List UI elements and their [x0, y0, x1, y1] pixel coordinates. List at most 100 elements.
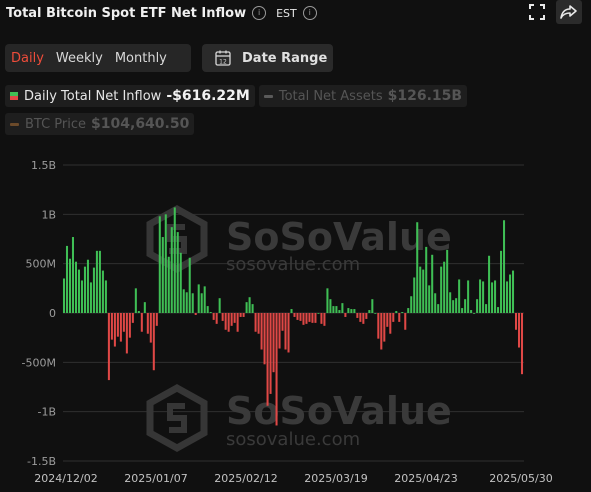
bar[interactable] [404, 313, 407, 330]
bar[interactable] [122, 313, 125, 332]
bar[interactable] [125, 313, 128, 354]
bar[interactable] [350, 309, 353, 313]
bar[interactable] [257, 313, 260, 334]
bar[interactable] [110, 313, 113, 340]
bar[interactable] [383, 313, 386, 342]
bar[interactable] [344, 313, 347, 317]
bar[interactable] [269, 313, 272, 394]
bar[interactable] [296, 313, 299, 320]
bar[interactable] [104, 280, 107, 313]
bar[interactable] [179, 252, 182, 313]
bar[interactable] [431, 254, 434, 313]
bar[interactable] [143, 302, 146, 313]
bar[interactable] [335, 306, 338, 313]
bar[interactable] [158, 216, 161, 313]
bar[interactable] [356, 313, 359, 318]
bar[interactable] [191, 293, 194, 313]
bar[interactable] [293, 313, 296, 317]
bar[interactable] [107, 313, 110, 381]
bar[interactable] [212, 313, 215, 320]
bar[interactable] [479, 279, 482, 313]
bar[interactable] [95, 250, 98, 313]
bar[interactable] [68, 258, 72, 313]
bar[interactable] [224, 313, 227, 330]
bar[interactable] [491, 282, 494, 313]
bar[interactable] [299, 313, 302, 321]
bar[interactable] [467, 280, 470, 313]
bar[interactable] [326, 288, 329, 313]
bar[interactable] [131, 313, 134, 323]
bar[interactable] [338, 310, 341, 313]
bar[interactable] [302, 313, 305, 325]
bar[interactable] [239, 313, 242, 317]
bar[interactable] [365, 313, 368, 319]
bar[interactable] [80, 280, 83, 313]
bar[interactable] [517, 313, 521, 348]
bar[interactable] [437, 304, 440, 313]
bar[interactable] [503, 220, 506, 313]
bar[interactable] [284, 313, 287, 350]
bar[interactable] [389, 313, 392, 334]
bar[interactable] [188, 257, 191, 313]
bar[interactable] [248, 297, 251, 313]
bar[interactable] [398, 313, 401, 322]
bar[interactable] [218, 298, 221, 313]
bar[interactable] [86, 259, 89, 313]
bar[interactable] [353, 309, 356, 313]
bar[interactable] [341, 303, 344, 313]
bar[interactable] [146, 313, 149, 334]
bar[interactable] [473, 313, 476, 314]
bar[interactable] [251, 304, 254, 313]
tab-monthly[interactable]: Monthly [114, 50, 167, 66]
bar[interactable] [470, 310, 473, 313]
bar[interactable] [215, 313, 218, 324]
bar[interactable] [410, 296, 413, 313]
bar[interactable] [407, 308, 410, 313]
bar[interactable] [74, 261, 77, 313]
bar[interactable] [206, 306, 209, 313]
bar[interactable] [458, 279, 461, 313]
bar[interactable] [62, 278, 66, 313]
bar[interactable] [161, 237, 164, 313]
bar[interactable] [497, 307, 500, 313]
bar[interactable] [428, 285, 431, 313]
bar[interactable] [233, 313, 236, 323]
bar[interactable] [119, 313, 122, 342]
bar[interactable] [305, 313, 308, 324]
bar[interactable] [185, 292, 188, 313]
bar[interactable] [440, 266, 443, 313]
tab-daily[interactable]: Daily [11, 50, 44, 66]
bar[interactable] [482, 281, 485, 313]
bar[interactable] [368, 310, 371, 313]
bar[interactable] [362, 313, 365, 324]
bar[interactable] [452, 300, 455, 313]
bar[interactable] [455, 298, 458, 313]
bar[interactable] [164, 214, 167, 313]
bar[interactable] [515, 313, 518, 330]
bar[interactable] [266, 313, 269, 406]
bar[interactable] [395, 311, 398, 313]
bar[interactable] [176, 232, 179, 313]
bar[interactable] [149, 313, 152, 343]
bar[interactable] [512, 270, 515, 313]
bar[interactable] [425, 246, 428, 313]
bar[interactable] [443, 261, 446, 313]
legend-net-inflow[interactable]: Daily Total Net Inflow -$616.22M [5, 85, 255, 107]
bar[interactable] [245, 302, 248, 313]
bar[interactable] [92, 267, 95, 313]
bar[interactable] [281, 313, 284, 331]
bar[interactable] [173, 207, 176, 313]
bar[interactable] [520, 313, 524, 375]
legend-net-assets[interactable]: Total Net Assets $126.15B [258, 85, 468, 107]
bar[interactable] [83, 266, 86, 313]
tab-weekly[interactable]: Weekly [55, 50, 103, 66]
bar[interactable] [329, 299, 332, 313]
bar[interactable] [374, 313, 377, 314]
bar[interactable] [500, 250, 503, 313]
bar[interactable] [311, 313, 314, 323]
bar[interactable] [167, 256, 170, 313]
bar[interactable] [413, 277, 416, 313]
bar[interactable] [485, 304, 488, 313]
bar[interactable] [314, 313, 317, 323]
bar[interactable] [320, 313, 323, 324]
